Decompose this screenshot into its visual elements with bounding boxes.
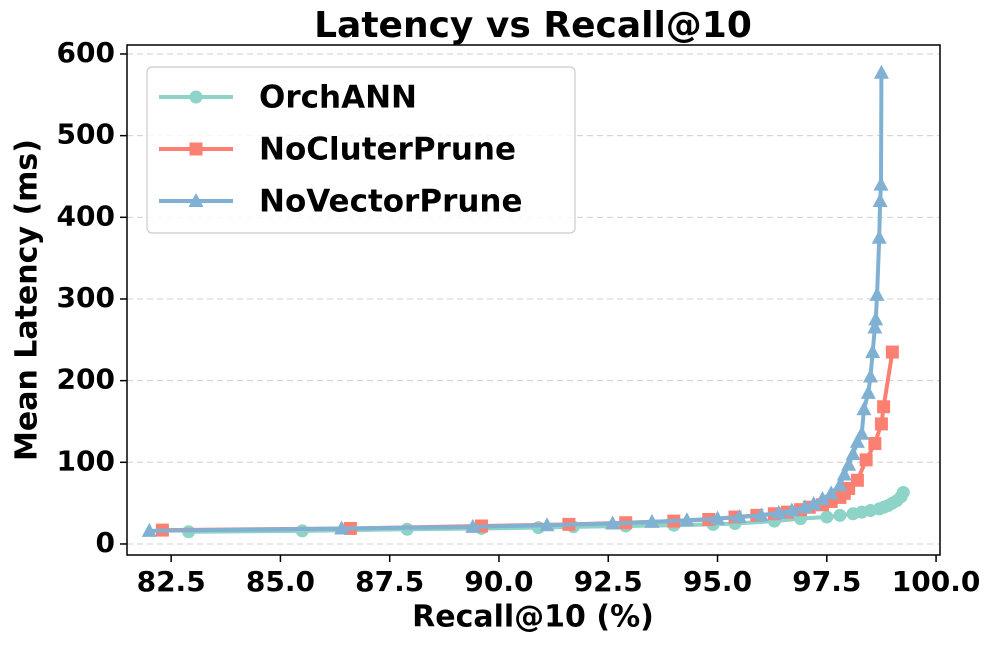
point [871, 229, 887, 244]
legend-label: NoVectorPrune [259, 184, 523, 220]
point [854, 425, 870, 440]
y-tick-label: 500 [57, 118, 115, 151]
x-tick-label: 95.0 [683, 565, 752, 598]
point [863, 368, 879, 383]
point [823, 485, 839, 500]
point [679, 512, 695, 527]
x-tick-label: 90.0 [464, 565, 533, 598]
point [188, 193, 204, 207]
point [874, 417, 888, 431]
x-tick-label: 97.5 [792, 565, 861, 598]
point [820, 510, 834, 524]
point [605, 515, 621, 530]
point [841, 456, 857, 471]
point [867, 319, 883, 334]
point [731, 509, 747, 524]
point [860, 384, 876, 399]
y-tick-label: 300 [57, 281, 115, 314]
x-tick-label: 100.0 [892, 565, 981, 598]
point [334, 520, 350, 535]
point [189, 90, 203, 104]
point [832, 477, 848, 492]
y-tick-label: 100 [57, 444, 115, 477]
y-tick-label: 400 [57, 199, 115, 232]
point [814, 491, 830, 506]
point [836, 466, 852, 481]
y-axis-label: Mean Latency (ms) [10, 139, 45, 461]
point [865, 344, 881, 359]
series [155, 345, 899, 537]
point [849, 433, 865, 448]
point [189, 142, 203, 156]
y-tick-label: 600 [57, 36, 115, 69]
point [872, 192, 888, 207]
legend-box [146, 66, 576, 234]
x-tick-label: 82.5 [137, 565, 206, 598]
point [869, 286, 885, 301]
legend-label: OrchANN [259, 80, 417, 116]
point [644, 513, 660, 528]
point [845, 446, 861, 461]
point [850, 473, 864, 487]
point [885, 345, 899, 359]
series-line [162, 351, 895, 533]
point [877, 400, 891, 414]
point [859, 453, 873, 467]
x-tick-label: 85.0 [246, 565, 315, 598]
series [141, 64, 889, 537]
y-tick-label: 0 [96, 526, 115, 559]
x-tick-label: 92.5 [574, 565, 643, 598]
point [856, 401, 872, 416]
point [141, 522, 157, 537]
plot-frame [126, 44, 941, 556]
point [833, 508, 847, 522]
legend-label: NoCluterPrune [259, 132, 516, 168]
y-tick-label: 200 [57, 363, 115, 396]
x-tick-label: 87.5 [355, 565, 424, 598]
point [710, 510, 726, 525]
point [806, 495, 822, 510]
point [873, 176, 889, 191]
chart-title: Latency vs Recall@10 [314, 5, 752, 46]
point [753, 507, 769, 522]
point [771, 504, 787, 519]
point [784, 502, 800, 517]
point [868, 437, 882, 451]
x-axis-label: Recall@10 (%) [412, 600, 654, 635]
point [896, 486, 910, 500]
point [868, 311, 884, 326]
point [465, 518, 481, 533]
point [873, 64, 889, 79]
point [539, 517, 555, 532]
